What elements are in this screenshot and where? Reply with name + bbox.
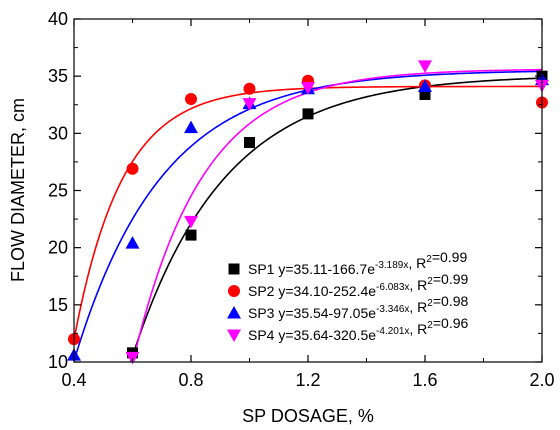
sp2-legend-marker xyxy=(228,285,240,297)
sp1-fit-curve xyxy=(129,77,543,363)
axis-ticks: 0.4 0.8 1.2 1.6 2.0 10 15 20 25 30 35 40 xyxy=(48,9,555,390)
sp2-fit-curve xyxy=(73,85,542,340)
sp3-data-point xyxy=(184,120,198,134)
sp2-legend-text: SP2 y=34.10-252.4e-6.083x, R2=0.99 xyxy=(248,271,468,299)
sp2-data-point xyxy=(126,162,139,175)
data-markers xyxy=(67,60,549,365)
y-axis-label: FLOW DIAMETER, cm xyxy=(8,98,28,282)
sp1-data-point xyxy=(419,88,431,100)
sp1-data-point xyxy=(302,108,314,120)
y-tick-label: 30 xyxy=(48,123,68,143)
y-tick-label: 40 xyxy=(48,9,68,29)
sp4-data-point xyxy=(418,60,432,73)
x-axis-label: SP DOSAGE, % xyxy=(242,406,374,426)
sp2-data-point xyxy=(243,82,256,95)
sp4-legend-marker xyxy=(227,329,241,342)
sp4-data-point xyxy=(301,82,315,95)
y-tick-label: 35 xyxy=(48,66,68,86)
y-tick-label: 15 xyxy=(48,295,68,315)
x-tick-label: 0.4 xyxy=(61,370,86,390)
x-tick-label: 1.2 xyxy=(295,370,320,390)
sp4-data-point xyxy=(184,215,198,229)
sp3-data-point xyxy=(125,236,140,249)
x-tick-label: 1.6 xyxy=(412,370,437,390)
sp1-legend-text: SP1 y=35.11-166.7e-3.189x, R2=0.99 xyxy=(248,249,467,277)
sp2-data-point xyxy=(185,93,197,106)
sp1-data-point xyxy=(185,229,197,241)
y-tick-label: 25 xyxy=(48,181,68,201)
sp1-data-point xyxy=(244,136,255,148)
y-tick-label: 10 xyxy=(48,352,68,372)
sp1-legend-marker xyxy=(228,263,240,275)
sp3-data-point xyxy=(418,79,432,92)
sp4-data-point xyxy=(242,98,257,111)
sp3-legend-text: SP3 y=35.54-97.05e-3.346x, R2=0.98 xyxy=(248,293,468,321)
sp3-legend-marker xyxy=(227,306,241,319)
x-tick-label: 0.8 xyxy=(178,370,203,390)
x-tick-label: 2.0 xyxy=(529,370,554,390)
y-tick-label: 20 xyxy=(48,238,68,258)
sp4-legend-text: SP4 y=35.64-320.5e-4.201x, R2=0.96 xyxy=(248,315,468,343)
sp4-fit-curve xyxy=(132,68,543,363)
